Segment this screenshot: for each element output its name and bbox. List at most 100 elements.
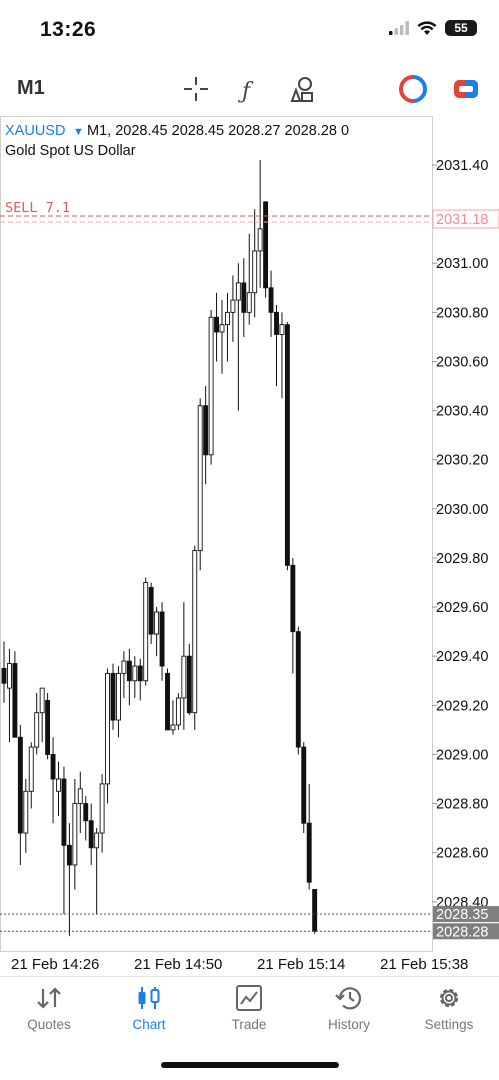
nav-label: Trade (231, 1017, 267, 1032)
nav-trade[interactable]: Trade (204, 985, 294, 1032)
status-bar: 13:26 55 (0, 0, 499, 62)
crosshair-icon[interactable] (181, 74, 211, 104)
sell-price-box (432, 209, 499, 229)
home-indicator (161, 1062, 339, 1068)
symbol-label[interactable]: XAUUSD (5, 123, 65, 139)
price-tick-label: 2029.60 (436, 600, 488, 616)
candle-body (241, 282, 247, 313)
candle (6, 648, 12, 743)
price-tick-label: 2029.80 (436, 551, 488, 567)
candle (192, 545, 198, 730)
candle (99, 774, 105, 853)
candle (94, 828, 100, 915)
candles-layer (1, 160, 318, 937)
nav-label: Chart (132, 1017, 166, 1032)
nav-quotes[interactable]: Quotes (4, 985, 94, 1032)
candle (235, 263, 241, 411)
candle-body (121, 660, 127, 674)
candle (50, 737, 56, 824)
candle-body (268, 287, 274, 313)
objects-icon[interactable] (287, 74, 317, 104)
candle (181, 602, 187, 730)
candle-body (224, 311, 230, 326)
chart-toolbar: M1 ƒ (0, 62, 499, 114)
candle-body (165, 672, 170, 731)
candle (219, 300, 225, 374)
nav-history[interactable]: History (304, 985, 394, 1032)
price-tick-label: 2030.20 (436, 453, 488, 469)
symbol-dropdown-icon[interactable]: ▼ (73, 126, 84, 138)
timeframe-button[interactable]: M1 (17, 77, 45, 99)
nav-label: History (327, 1017, 370, 1032)
candle-body (143, 582, 149, 682)
candle-body (284, 324, 290, 566)
candle (312, 889, 318, 934)
candle-body (214, 316, 220, 333)
candle (83, 796, 89, 841)
ask-price-label: 2028.35 (436, 907, 488, 923)
nav-settings[interactable]: Settings (404, 985, 494, 1032)
candle-body (208, 316, 214, 456)
candle (143, 577, 149, 686)
candle (56, 761, 61, 816)
candle-body (137, 665, 143, 682)
nav-chart[interactable]: Chart (104, 985, 194, 1032)
candle (34, 693, 40, 755)
candle (137, 658, 143, 701)
candle (224, 292, 230, 362)
candle-body (72, 803, 78, 866)
candle (39, 687, 45, 743)
candle-body (279, 324, 285, 335)
svg-text:ƒ: ƒ (237, 79, 254, 104)
candle-body (252, 250, 258, 294)
candle (132, 656, 138, 698)
candle (148, 582, 154, 644)
nav-label: Settings (424, 1017, 474, 1032)
sell-price-label: 2031.18 (436, 212, 488, 228)
candle-body (12, 663, 18, 738)
sell-position-label: SELL 7.1 (5, 200, 70, 216)
history-icon (335, 987, 362, 1010)
candle (274, 304, 279, 387)
candle-body (154, 611, 160, 635)
candle (295, 626, 301, 755)
candle-body (88, 820, 94, 849)
price-chart[interactable]: 2031.40 2031.00 2030.80 2030.60 2030.40 2030.… (0, 116, 499, 952)
battery-indicator: 55 (445, 20, 477, 36)
indicators-icon[interactable]: ƒ (234, 74, 264, 104)
one-click-trading-icon[interactable] (398, 74, 428, 104)
chart-color-icon[interactable] (451, 74, 481, 104)
candle-body (192, 550, 198, 714)
candle-body (290, 564, 296, 633)
chart-icon (138, 987, 160, 1009)
wifi-icon (417, 20, 437, 35)
candle-body (230, 299, 236, 313)
candle (175, 693, 181, 730)
candle (61, 766, 67, 915)
candle (284, 322, 290, 571)
candle-body (77, 788, 83, 805)
price-tick-label: 2030.40 (436, 404, 488, 420)
candle-body (274, 311, 279, 335)
candle-body (94, 832, 100, 849)
candle-body (159, 611, 165, 667)
candle-body (175, 697, 181, 726)
candle (159, 602, 165, 681)
candle (126, 648, 132, 706)
candle-body (50, 753, 56, 780)
candle-body (312, 889, 318, 932)
candle-body (219, 324, 225, 333)
price-tick-label: 2030.00 (436, 502, 488, 518)
candle-body (246, 292, 252, 313)
chart-info: M1, 2028.45 2028.45 2028.27 2028.28 0 (87, 123, 349, 139)
candle-body (61, 778, 67, 846)
cellular-signal-icon (389, 21, 409, 35)
candle (230, 275, 236, 342)
price-tick-label: 2028.60 (436, 846, 488, 862)
time-label: 21 Feb 14:50 (134, 956, 223, 973)
candle-body (17, 736, 23, 834)
candle (28, 742, 34, 809)
candlestick-chart[interactable]: 2031.40 2031.00 2030.80 2030.60 2030.40 2030.… (0, 116, 499, 952)
candle (257, 160, 263, 288)
candle-body (39, 687, 45, 714)
